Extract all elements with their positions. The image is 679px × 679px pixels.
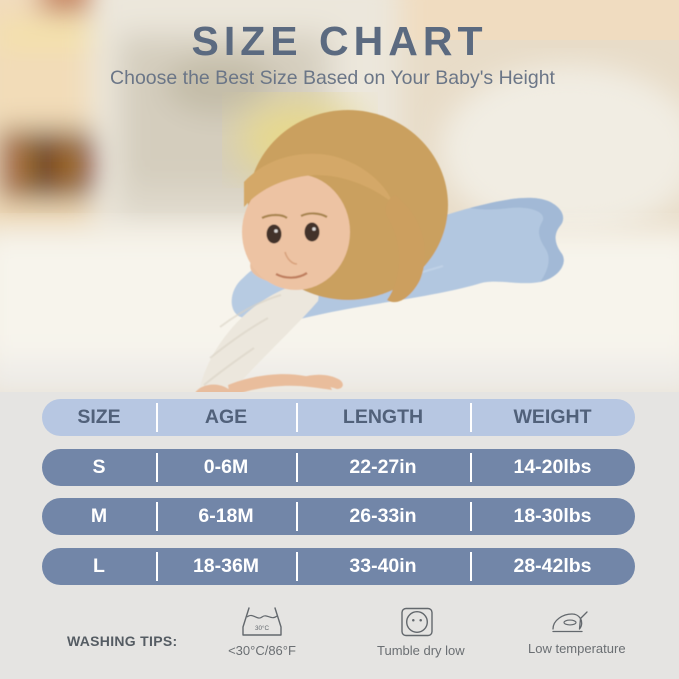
svg-text:30°C: 30°C xyxy=(255,624,270,632)
